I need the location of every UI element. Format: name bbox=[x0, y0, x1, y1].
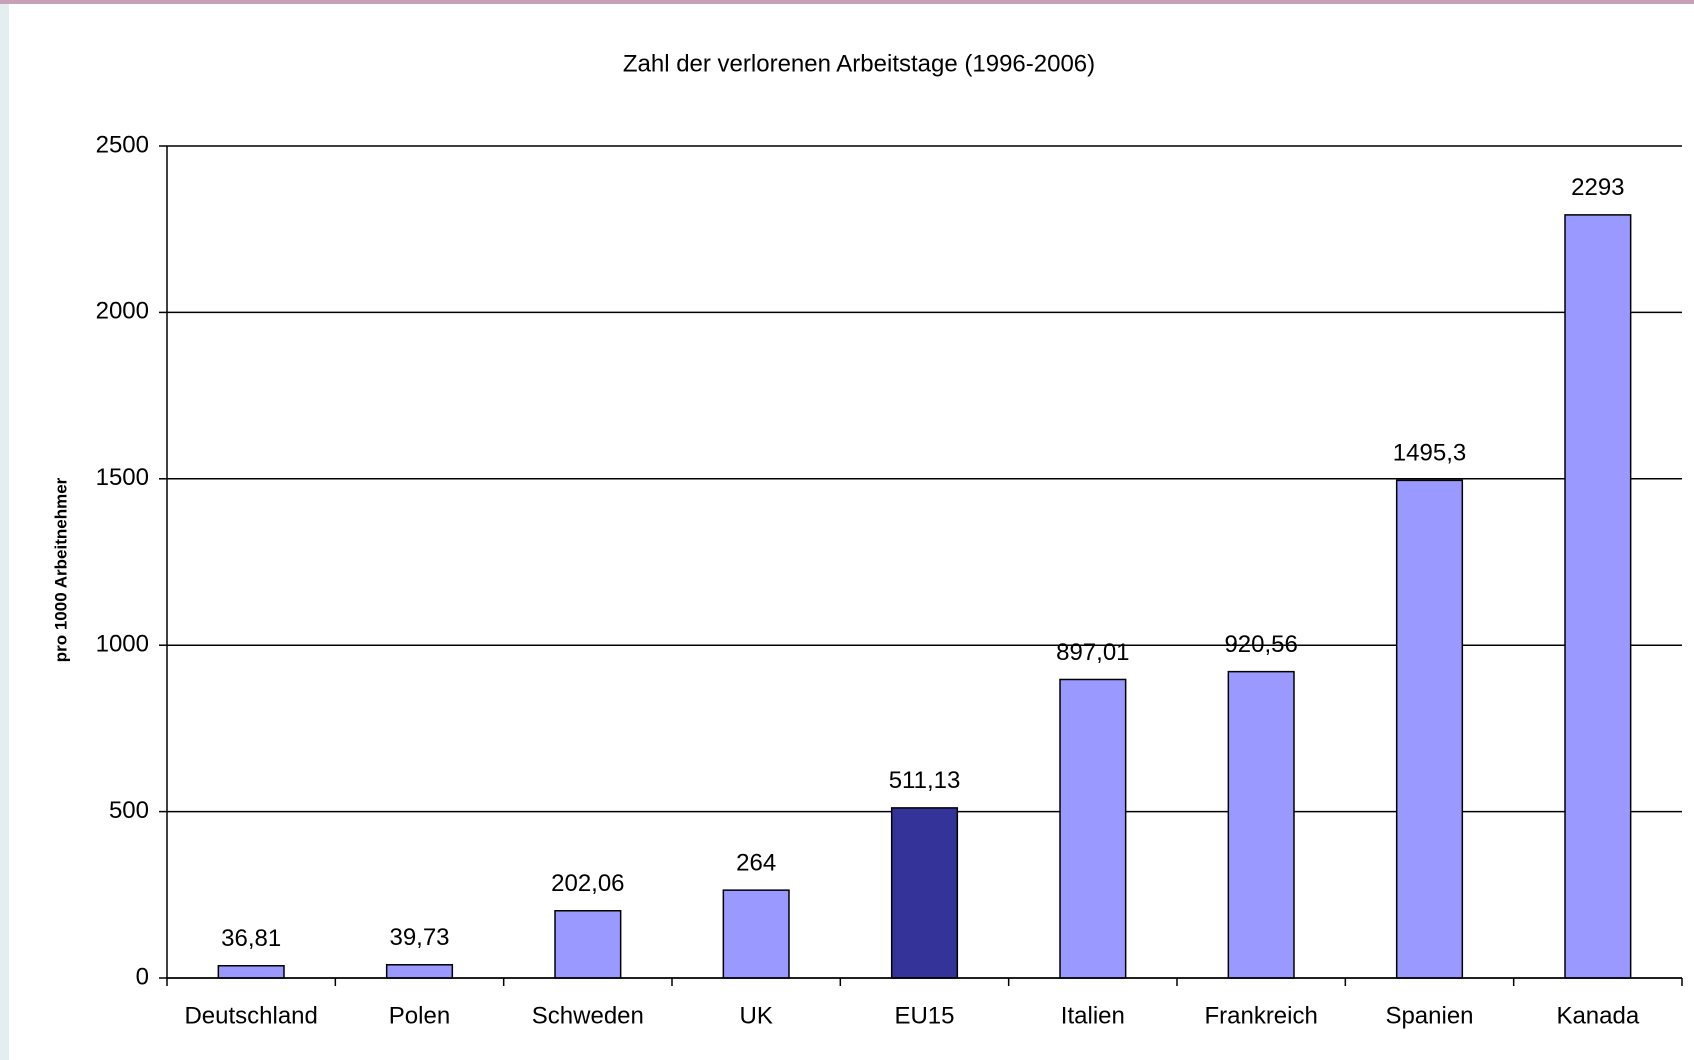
bar bbox=[1227, 670, 1295, 979]
data-label: 202,06 bbox=[551, 870, 624, 897]
data-label: 511,13 bbox=[889, 767, 961, 794]
x-tick-label: Polen bbox=[389, 1002, 450, 1029]
x-tick-label: Italien bbox=[1061, 1002, 1125, 1029]
y-tick-label: 500 bbox=[109, 797, 149, 824]
bar bbox=[217, 964, 285, 979]
bar bbox=[1564, 214, 1632, 979]
y-tick-label: 2000 bbox=[96, 298, 149, 325]
x-tick-label: EU15 bbox=[894, 1002, 954, 1029]
data-label: 1495,3 bbox=[1393, 440, 1466, 467]
data-label: 920,56 bbox=[1224, 631, 1297, 658]
x-tick-label: Frankreich bbox=[1204, 1002, 1317, 1029]
data-label: 2293 bbox=[1571, 174, 1624, 201]
x-tick-label: Schweden bbox=[532, 1002, 644, 1029]
bar bbox=[385, 964, 454, 979]
x-tick-label: Spanien bbox=[1385, 1002, 1473, 1029]
bar bbox=[554, 910, 622, 979]
y-tick-label: 1000 bbox=[96, 631, 149, 658]
x-tick-label: UK bbox=[739, 1002, 772, 1029]
y-tick-label: 2500 bbox=[96, 131, 149, 158]
y-tick-label: 1500 bbox=[96, 464, 149, 491]
bar bbox=[722, 889, 790, 979]
top-border bbox=[0, 0, 1694, 4]
data-label: 897,01 bbox=[1056, 639, 1129, 666]
y-tick-label: 0 bbox=[136, 963, 149, 990]
data-label: 36,81 bbox=[221, 925, 281, 952]
data-label: 39,73 bbox=[389, 924, 449, 951]
bar bbox=[1395, 479, 1464, 979]
left-border bbox=[0, 4, 9, 1060]
bar bbox=[890, 807, 959, 979]
x-tick-label: Deutschland bbox=[184, 1002, 317, 1029]
bar bbox=[1059, 678, 1127, 979]
y-axis-label: pro 1000 Arbeitnehmer bbox=[51, 477, 70, 662]
data-label: 264 bbox=[736, 849, 776, 876]
x-tick-label: Kanada bbox=[1556, 1002, 1639, 1029]
chart-title: Zahl der verlorenen Arbeitstage (1996-20… bbox=[623, 50, 1095, 77]
